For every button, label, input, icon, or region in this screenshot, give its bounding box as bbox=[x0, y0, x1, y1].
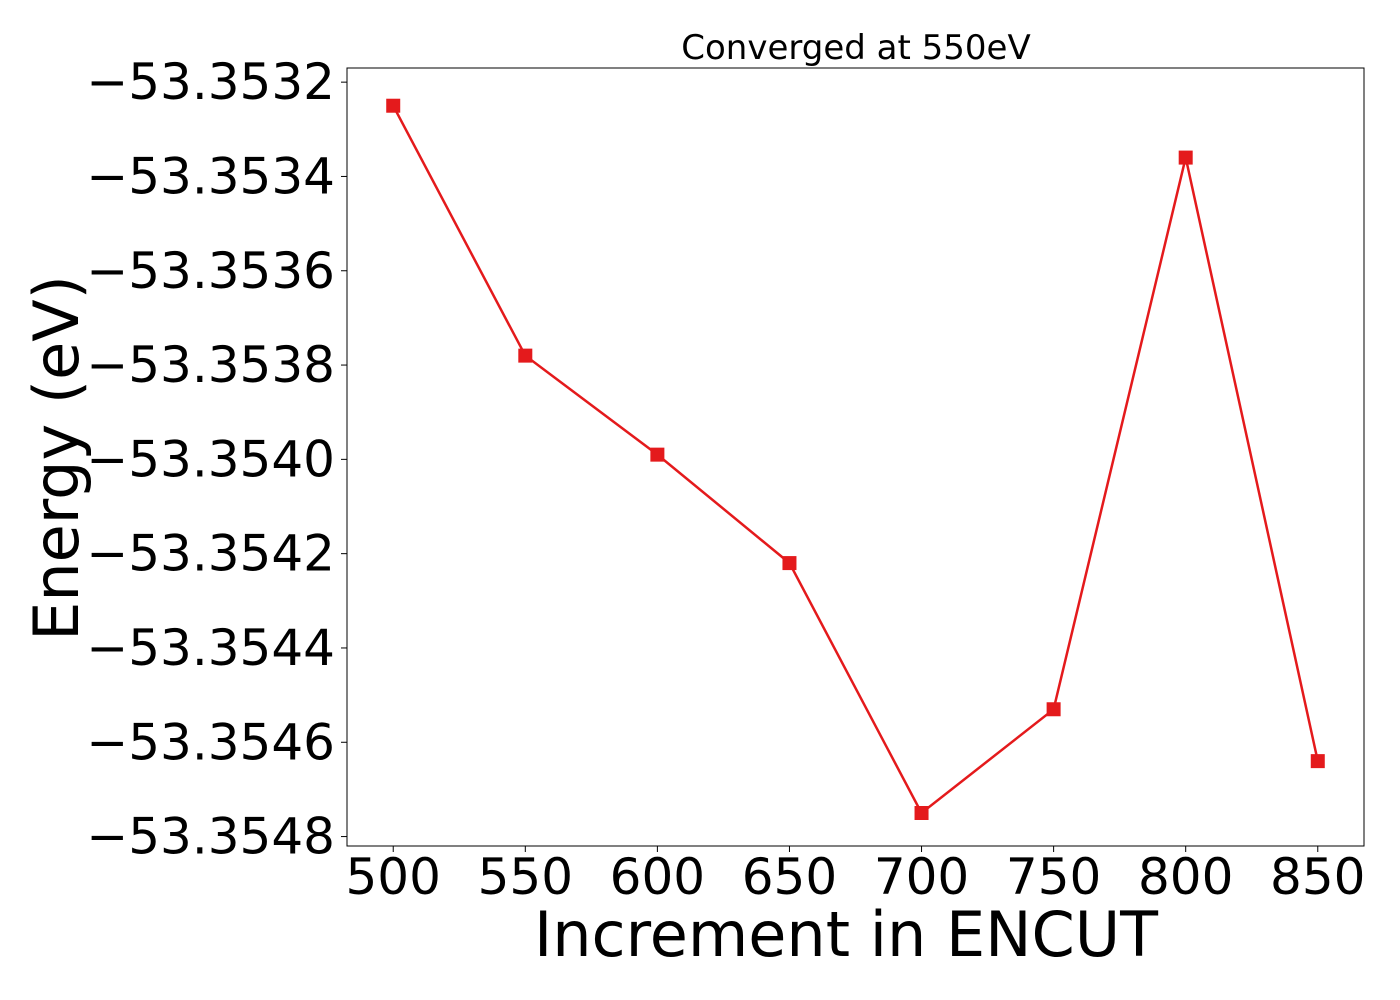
data-point-marker bbox=[782, 556, 797, 571]
y-tick-label: −53.3536 bbox=[86, 242, 335, 300]
data-point-marker bbox=[1310, 754, 1325, 769]
data-point-marker bbox=[650, 447, 665, 462]
y-axis-label: Energy (eV) bbox=[20, 275, 93, 641]
x-tick-label: 650 bbox=[742, 848, 837, 906]
x-axis: 500 550 600 650 700 750 800 850 bbox=[346, 846, 1365, 906]
x-tick-label: 850 bbox=[1270, 848, 1365, 906]
y-tick-label: −53.3546 bbox=[86, 713, 335, 771]
y-tick-label: −53.3544 bbox=[86, 619, 335, 677]
y-tick-label: −53.3540 bbox=[86, 430, 335, 488]
data-point-marker bbox=[386, 98, 401, 113]
y-tick-label: −53.3542 bbox=[86, 525, 335, 583]
x-tick-label: 800 bbox=[1138, 848, 1233, 906]
y-tick-label: −53.3538 bbox=[86, 336, 335, 394]
x-tick-label: 550 bbox=[478, 848, 573, 906]
x-tick-label: 500 bbox=[346, 848, 441, 906]
data-point-marker bbox=[1046, 702, 1061, 717]
data-point-marker bbox=[1178, 150, 1193, 165]
x-tick-label: 600 bbox=[610, 848, 705, 906]
y-tick-label: −53.3534 bbox=[86, 147, 335, 205]
x-tick-label: 750 bbox=[1006, 848, 1101, 906]
x-tick-label: 700 bbox=[874, 848, 969, 906]
chart-title: Converged at 550eV bbox=[681, 28, 1030, 68]
plot-area bbox=[346, 67, 1365, 847]
data-point-marker bbox=[518, 348, 533, 363]
y-tick-label: −53.3548 bbox=[86, 808, 335, 866]
y-axis: −53.3548 −53.3546 −53.3544 −53.3542 −53.3540… bbox=[86, 53, 347, 866]
data-point-marker bbox=[914, 805, 929, 820]
y-tick-label: −53.3532 bbox=[86, 53, 335, 111]
series-energy bbox=[386, 98, 1325, 820]
series-line bbox=[392, 105, 1320, 815]
x-axis-label: Increment in ENCUT bbox=[534, 898, 1159, 971]
